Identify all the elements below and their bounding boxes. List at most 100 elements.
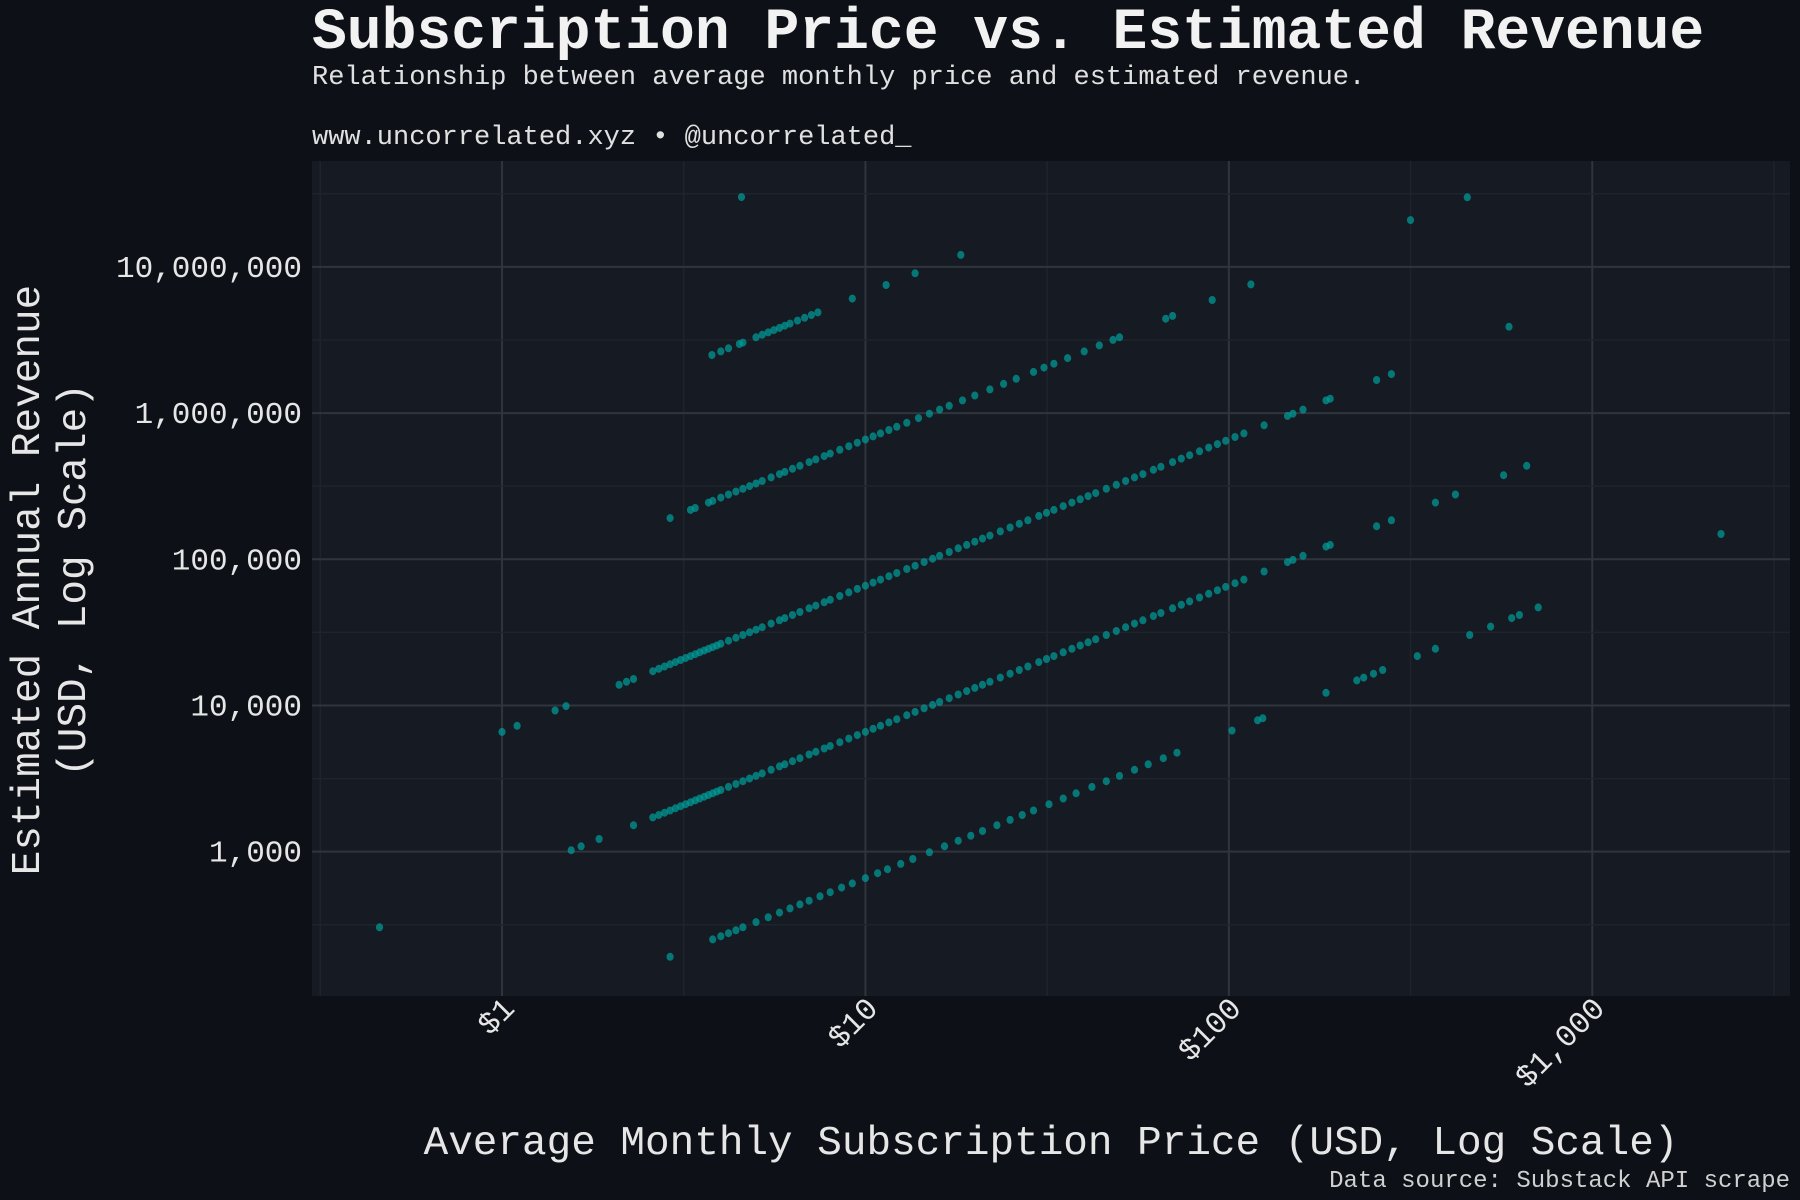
data-point: [1006, 523, 1014, 532]
data-point: [1515, 611, 1523, 619]
data-point: [1231, 579, 1239, 588]
data-point: [861, 435, 870, 444]
data-point: [551, 706, 559, 715]
data-point: [1283, 558, 1292, 567]
data-point: [781, 760, 789, 769]
data-point: [781, 614, 789, 623]
data-point: [911, 269, 919, 278]
data-point: [1500, 471, 1508, 480]
data-point: [1035, 658, 1043, 667]
data-point: [1208, 296, 1216, 304]
data-point: [1222, 582, 1230, 591]
data-point: [1050, 652, 1058, 661]
data-point: [498, 727, 506, 736]
data-point: [845, 734, 853, 743]
data-point: [940, 842, 949, 851]
data-point: [903, 418, 911, 427]
data-point: [739, 777, 747, 786]
data-point: [709, 496, 717, 505]
data-point: [945, 548, 953, 556]
data-point: [820, 452, 828, 461]
data-point: [732, 780, 740, 788]
data-point: [724, 636, 733, 645]
data-point: [876, 721, 885, 730]
data-point: [1000, 379, 1008, 388]
data-points: [375, 193, 1725, 961]
data-point: [1149, 612, 1157, 620]
data-point: [660, 808, 669, 817]
data-point: [883, 865, 892, 874]
data-point: [1115, 333, 1124, 342]
data-point: [1360, 673, 1368, 682]
data-point: [996, 527, 1004, 536]
grid-lines: [312, 161, 1790, 996]
data-point: [1283, 411, 1292, 420]
data-point: [746, 628, 754, 637]
data-point: [911, 561, 919, 570]
data-point: [929, 554, 937, 563]
data-point: [826, 888, 834, 897]
data-point: [1463, 193, 1471, 202]
x-axis-title: Average Monthly Subscription Price (USD,…: [424, 1121, 1679, 1167]
data-point: [1029, 806, 1038, 815]
data-point: [1018, 811, 1026, 819]
data-point: [1064, 354, 1072, 363]
data-point: [724, 344, 733, 353]
data-point: [1092, 489, 1100, 498]
data-point: [1015, 666, 1023, 674]
data-point: [1259, 714, 1267, 723]
data-point: [1035, 511, 1043, 520]
data-point: [986, 385, 994, 394]
data-point: [1080, 347, 1088, 356]
data-point: [967, 831, 975, 840]
data-point: [954, 544, 962, 553]
data-point: [649, 813, 657, 822]
data-point: [629, 821, 638, 830]
data-point: [724, 490, 733, 499]
data-point: [1406, 216, 1415, 225]
data-point: [764, 913, 772, 922]
data-point: [1109, 335, 1117, 344]
data-point: [1373, 376, 1381, 384]
data-point: [1024, 516, 1032, 525]
data-point: [717, 493, 725, 502]
data-point: [1387, 516, 1395, 525]
data-point: [861, 581, 870, 590]
data-point: [1012, 374, 1020, 383]
data-point: [775, 908, 784, 917]
data-point: [812, 747, 820, 756]
data-point: [1144, 760, 1152, 769]
data-point: [717, 347, 725, 356]
data-point: [796, 754, 804, 763]
data-point: [1222, 436, 1230, 445]
data-point: [805, 458, 813, 467]
data-point: [845, 588, 853, 597]
data-point: [1247, 280, 1255, 289]
data-point: [1177, 454, 1185, 463]
data-point: [758, 769, 766, 778]
data-point: [971, 537, 979, 546]
data-point: [1157, 462, 1165, 471]
data-point: [767, 765, 775, 774]
data-point: [717, 639, 725, 648]
data-point: [893, 422, 901, 431]
data-point: [767, 619, 775, 628]
data-point: [978, 534, 987, 543]
data-point: [1006, 669, 1014, 678]
data-point: [805, 604, 813, 613]
data-point: [629, 675, 638, 683]
data-point: [732, 633, 740, 642]
data-point: [925, 409, 934, 418]
data-point: [882, 281, 890, 289]
data-point: [945, 401, 953, 410]
data-point: [861, 727, 870, 736]
data-point: [1231, 433, 1239, 441]
data-point: [758, 477, 766, 485]
data-point: [920, 704, 928, 713]
data-point: [649, 667, 657, 676]
data-point: [1413, 652, 1421, 661]
data-point: [796, 900, 804, 909]
data-point: [1076, 495, 1084, 504]
data-point: [660, 662, 669, 671]
data-point: [1169, 604, 1177, 613]
